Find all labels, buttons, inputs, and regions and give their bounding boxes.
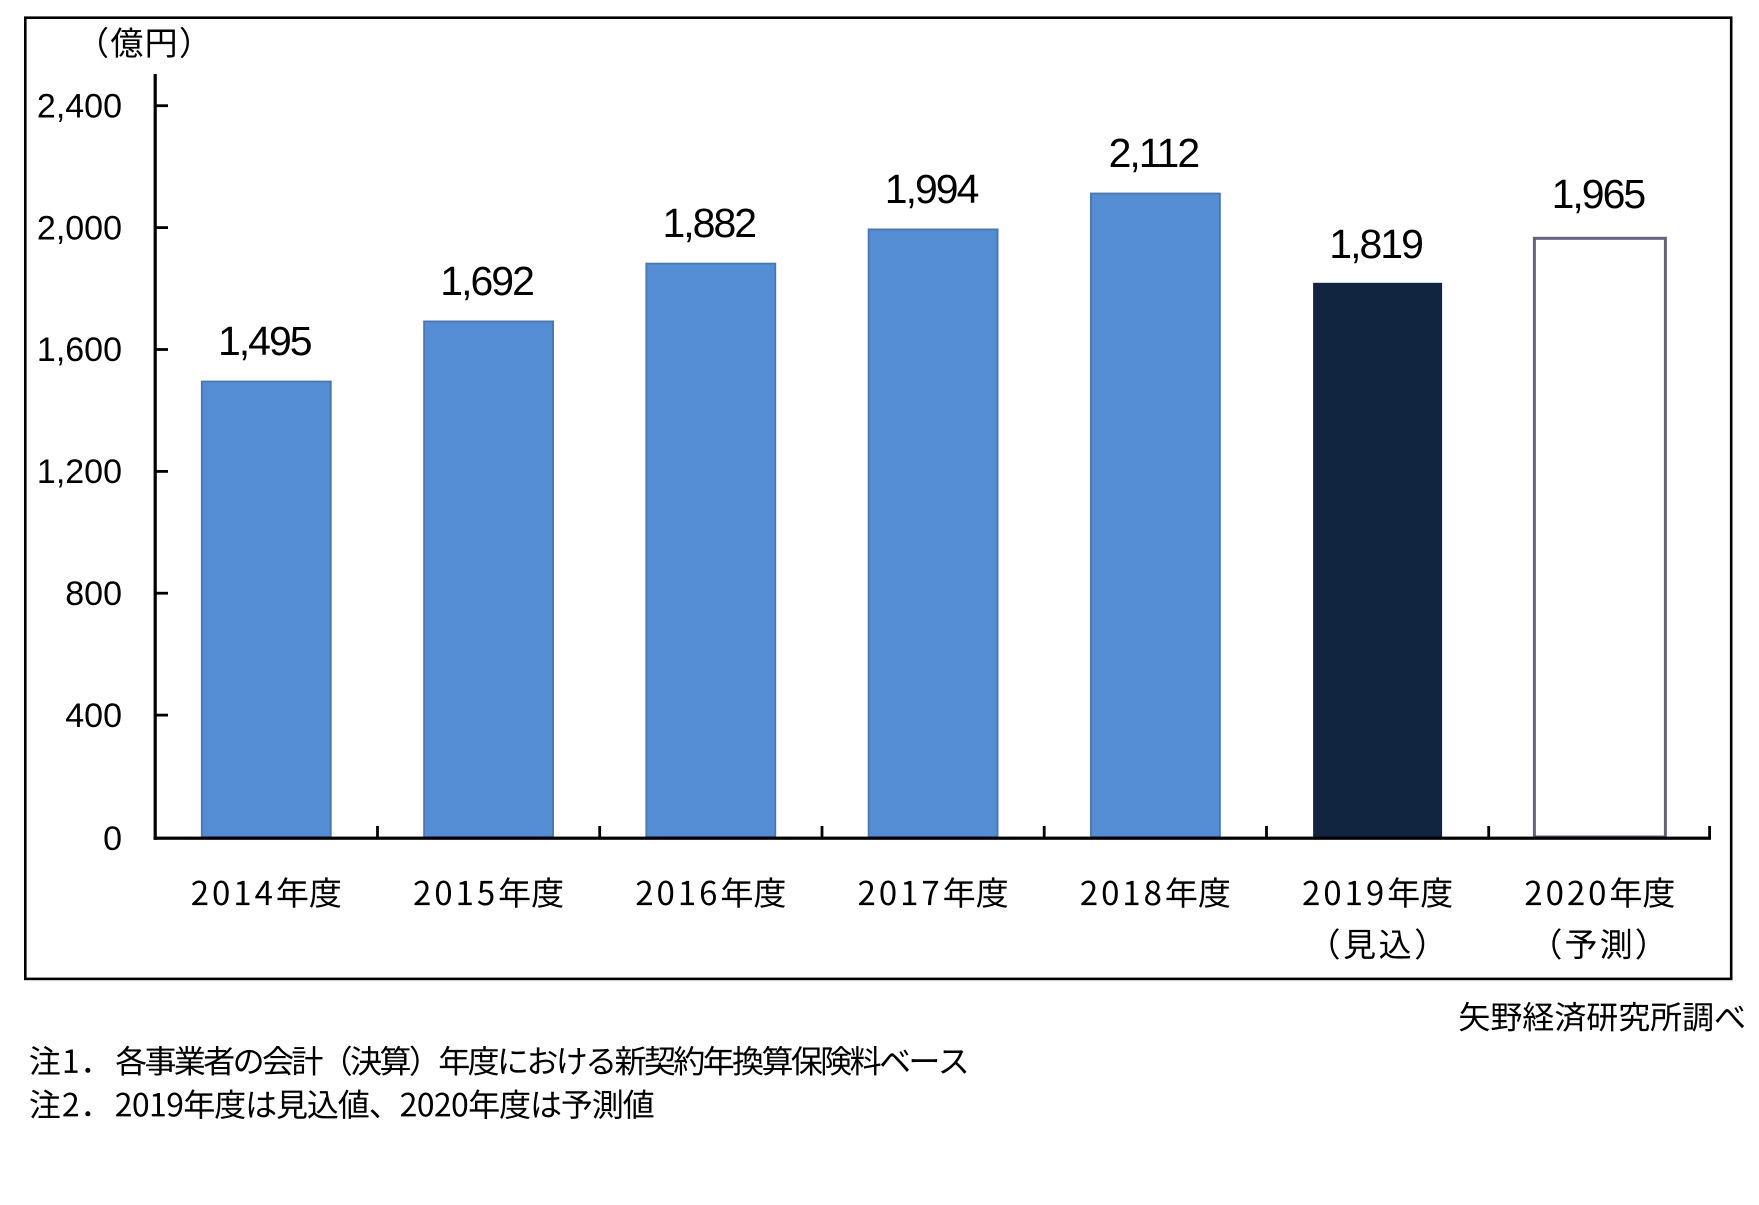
svg-text:1,994: 1,994 [885, 166, 979, 212]
svg-text:1,965: 1,965 [1552, 171, 1646, 217]
svg-text:1,819: 1,819 [1329, 221, 1422, 267]
svg-text:1,200: 1,200 [37, 453, 122, 491]
svg-text:2,000: 2,000 [37, 209, 122, 247]
svg-text:1,882: 1,882 [662, 200, 755, 246]
svg-text:1,600: 1,600 [37, 331, 122, 369]
svg-text:1,692: 1,692 [440, 258, 533, 304]
svg-text:2,112: 2,112 [1109, 130, 1199, 176]
svg-text:0: 0 [103, 820, 122, 858]
svg-text:1,495: 1,495 [218, 318, 312, 364]
svg-text:400: 400 [65, 697, 122, 735]
svg-text:800: 800 [65, 575, 122, 613]
svg-text:2,400: 2,400 [37, 87, 122, 125]
